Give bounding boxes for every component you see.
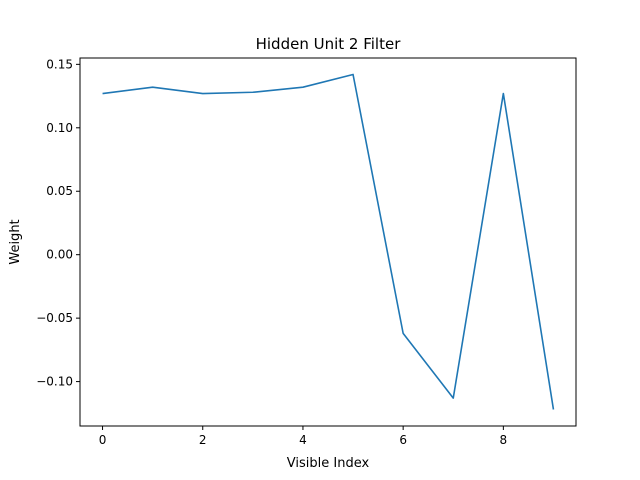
- x-tick-label: 6: [399, 433, 407, 447]
- series-line: [102, 73, 555, 410]
- x-tick-label: 2: [199, 433, 207, 447]
- chart-title: Hidden Unit 2 Filter: [256, 35, 402, 53]
- x-tick-label: 4: [299, 433, 307, 447]
- y-tick-label: 0.15: [46, 57, 73, 71]
- ticks-layer: 0 2 4 6 8 0.15 0.10 0.05 0.00 −0.05 −0.10: [36, 57, 507, 447]
- y-tick-label: 0.10: [46, 121, 73, 135]
- x-axis-label: Visible Index: [287, 456, 370, 471]
- y-axis-label: Weight: [8, 219, 23, 264]
- y-tick-label: 0.05: [46, 184, 73, 198]
- y-tick-label: −0.10: [36, 375, 73, 389]
- axes-frame: [79, 57, 577, 427]
- y-tick-label: 0.00: [46, 248, 73, 262]
- x-tick-label: 8: [500, 433, 508, 447]
- x-tick-label: 0: [99, 433, 107, 447]
- plot-area: 0 2 4 6 8 0.15 0.10 0.05 0.00 −0.05 −0.10: [36, 57, 577, 447]
- series-layer: [102, 73, 555, 410]
- y-tick-label: −0.05: [36, 311, 73, 325]
